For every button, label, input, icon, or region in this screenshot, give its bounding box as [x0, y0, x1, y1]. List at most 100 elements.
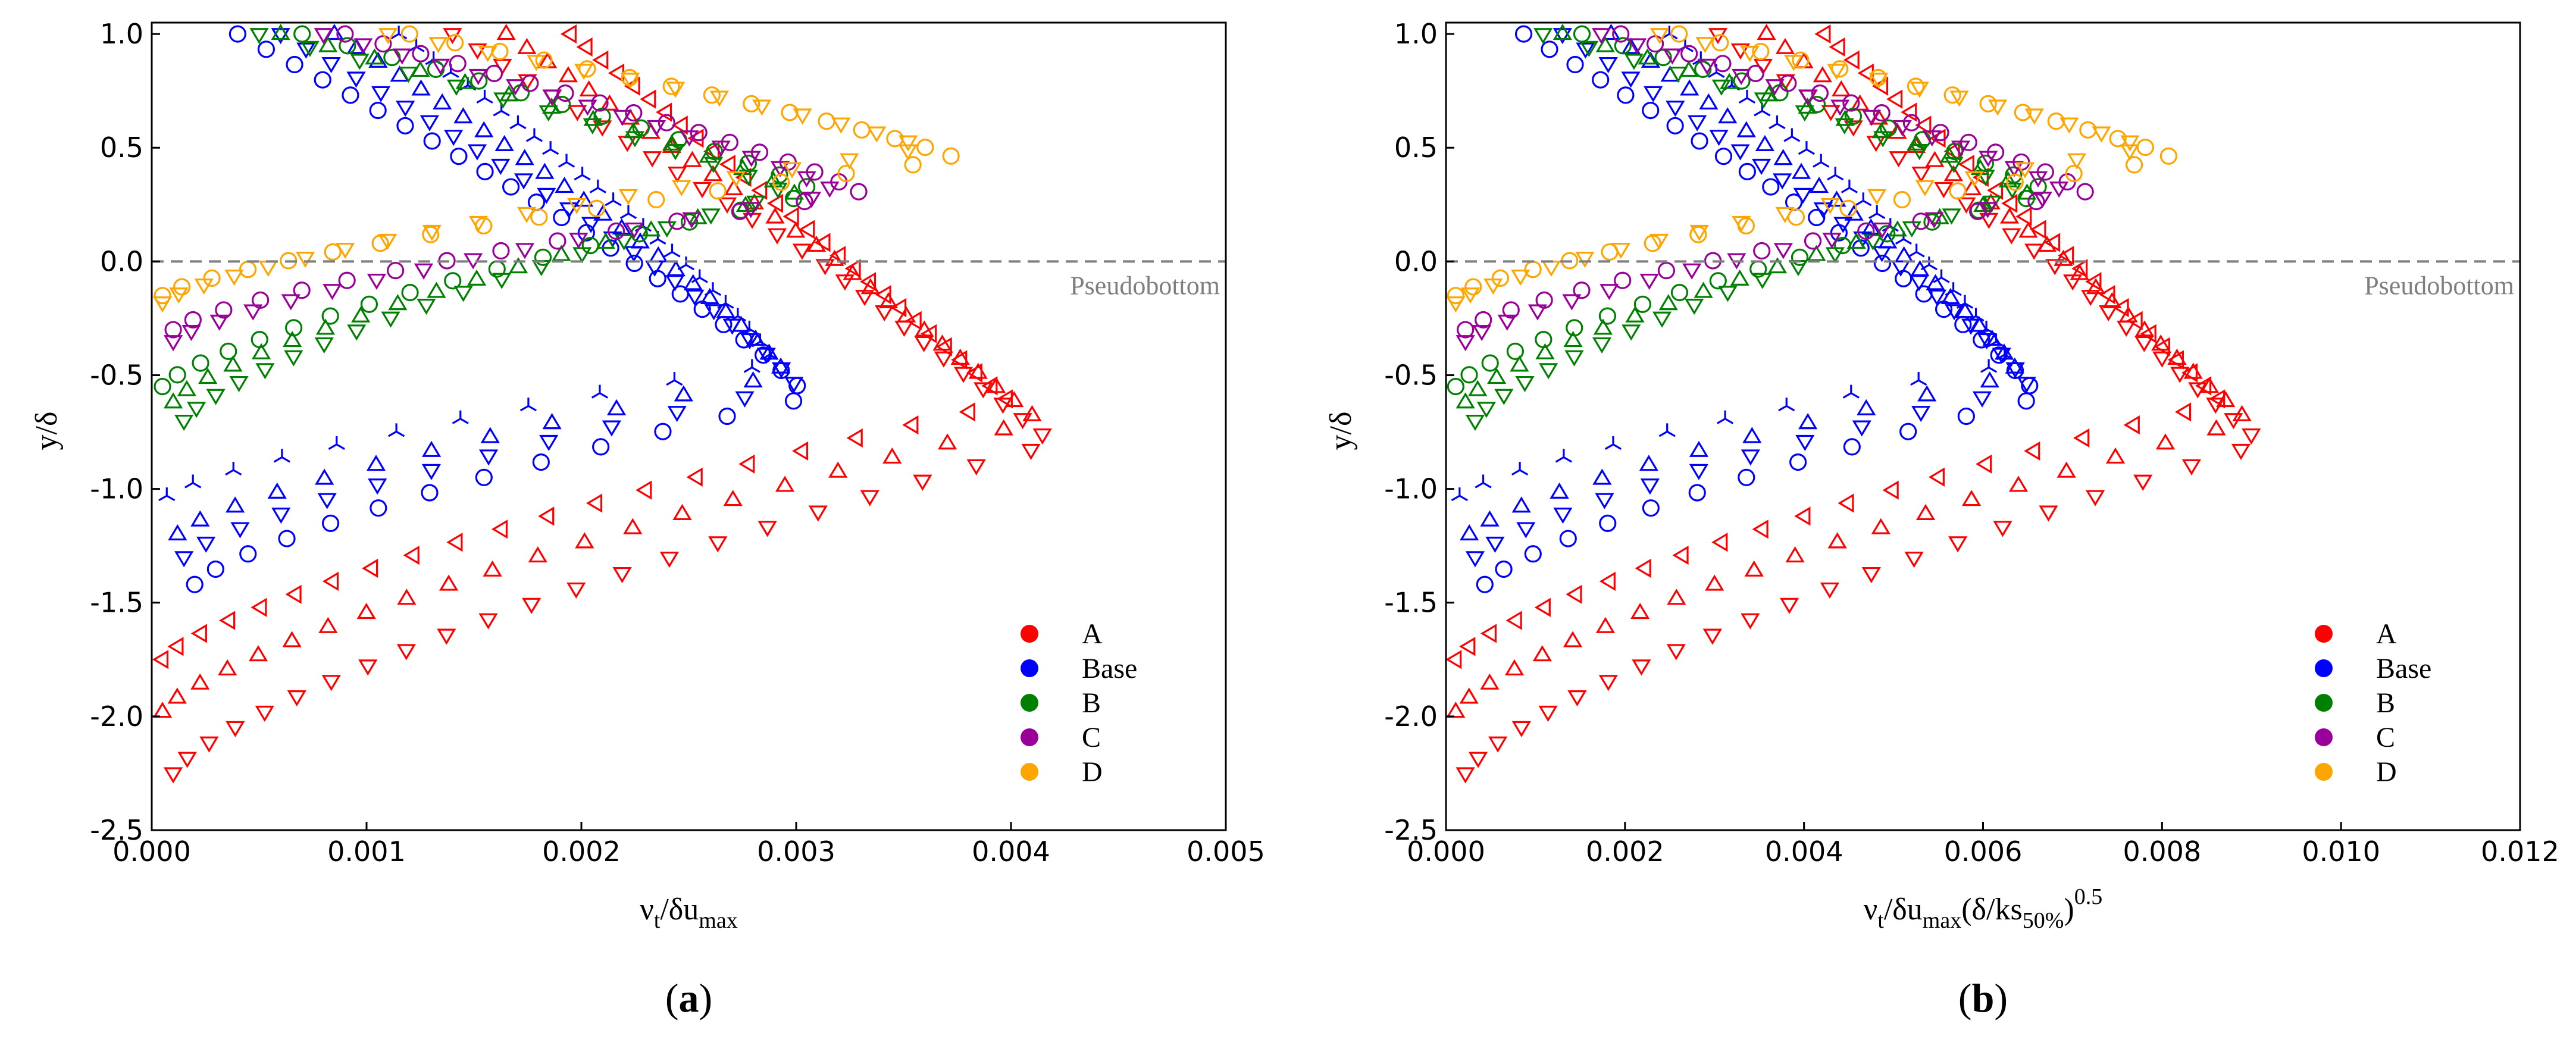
data-point-B-3-16: [701, 208, 721, 225]
data-point-D-2-7: [378, 233, 397, 251]
chart-b-pseudobottom-label: Pseudobottom: [2364, 271, 2514, 300]
data-point-Base-3-31: [396, 101, 415, 117]
data-point-Base-4-32: [1617, 86, 1635, 104]
data-point-A-2-24: [2183, 362, 2203, 379]
data-point-B-1-13: [1878, 225, 1896, 243]
data-point-B-2-10: [467, 269, 487, 286]
data-point-Base-4-31: [369, 101, 387, 120]
data-point-B-2-12: [1807, 245, 1826, 261]
data-point-Base-3-26: [1773, 173, 1792, 190]
data-point-Base-2-18: [683, 274, 703, 290]
data-point-A-3-22: [1032, 428, 1052, 445]
data-point-Base-1-7: [1778, 398, 1795, 412]
data-point-A-2-5: [1563, 631, 1583, 647]
series-Base-profile-4: [186, 25, 806, 593]
data-point-C-2-3: [1528, 304, 1547, 321]
data-point-D-1-5: [324, 243, 342, 261]
data-point-A-3-22: [2242, 428, 2261, 445]
data-point-D-2-11: [567, 198, 587, 214]
data-point-B-3-13: [1825, 247, 1845, 264]
x-tick-label: 0.010: [2302, 835, 2380, 868]
data-point-A-2-9: [1705, 574, 1724, 591]
data-point-Base-4-24: [1808, 208, 1826, 227]
data-point-C-1-27: [1714, 55, 1732, 73]
chart-a-axes: 0.000 0.001 0.002 0.003 0.004 0.005 1.0 0.5 0.0 -…: [90, 18, 1265, 868]
data-point-B-3-11: [492, 273, 512, 289]
data-point-D-2-18: [2120, 135, 2140, 152]
data-point-Base-3-5: [368, 478, 387, 495]
data-point-D-1-0: [154, 287, 171, 305]
data-point-A-3-17: [2039, 505, 2058, 522]
series-D-profile-1: [1447, 25, 2178, 305]
data-point-Base-4-4: [321, 514, 340, 532]
data-point-D-1-17: [2136, 139, 2154, 157]
data-point-A-2-24: [968, 362, 988, 379]
data-point-Base-4-7: [475, 468, 493, 486]
data-point-B-3-3: [1515, 375, 1535, 393]
data-point-A-3-3: [226, 721, 245, 737]
data-point-Base-1-9: [1910, 372, 1927, 386]
data-point-A-1-48: [560, 24, 577, 44]
data-point-A-3-8: [396, 644, 416, 661]
data-point-C-1-9: [1804, 232, 1822, 250]
data-point-A-2-10: [1744, 560, 1764, 577]
data-point-B-2-5: [1563, 331, 1583, 348]
data-point-B-1-4: [1535, 331, 1553, 349]
data-point-A-3-21: [1021, 443, 1041, 461]
data-point-D-2-8: [1689, 224, 1709, 242]
data-point-A-3-25: [2188, 382, 2208, 399]
data-point-Base-2-0: [168, 524, 187, 541]
data-point-C-2-19: [1951, 140, 1971, 157]
data-point-Base-1-3: [273, 449, 290, 463]
data-point-D-1-22: [1979, 95, 1997, 112]
data-point-Base-2-32: [1680, 79, 1699, 96]
data-point-A-1-16: [791, 441, 809, 461]
data-point-Base-2-7: [480, 427, 500, 443]
data-point-C-2-21: [1892, 120, 1912, 137]
data-point-B-2-28: [1638, 48, 1657, 65]
data-point-Base-1-24: [1841, 179, 1858, 193]
data-point-D-1-18: [886, 130, 904, 148]
data-point-A-3-20: [2181, 459, 2202, 475]
series-A-profile-2: [152, 23, 1042, 718]
y-tick-label: -0.5: [90, 359, 143, 391]
legend-label-D: D: [1082, 756, 1103, 788]
data-point-A-1-10: [1752, 520, 1769, 539]
legend-marker-D: [2315, 763, 2333, 781]
data-point-C-2-18: [1979, 151, 1998, 167]
data-point-Base-4-26: [502, 178, 520, 196]
data-point-A-3-18: [2085, 490, 2105, 506]
data-point-Base-2-25: [1809, 176, 1829, 193]
data-point-A-2-10: [483, 560, 502, 577]
data-point-A-3-29: [2117, 320, 2136, 337]
data-point-B-2-2: [1487, 367, 1507, 384]
data-point-A-1-2: [1480, 624, 1497, 643]
x-tick-label: 0.004: [1765, 835, 1843, 868]
data-point-A-2-11: [528, 546, 547, 563]
data-point-Base-4-28: [1714, 148, 1733, 165]
data-point-D-2-16: [840, 153, 859, 170]
data-point-C-2-3: [243, 304, 263, 321]
data-point-D-2-0: [1446, 296, 1466, 313]
data-point-B-3-22: [1873, 131, 1893, 148]
data-point-A-1-14: [1928, 467, 1945, 487]
data-point-D-2-22: [752, 99, 772, 116]
data-point-Base-3-21: [1872, 246, 1892, 262]
data-point-A-1-11: [1794, 506, 1811, 526]
data-point-Base-2-17: [700, 287, 719, 304]
data-point-B-3-9: [1685, 298, 1704, 315]
data-point-C-1-29: [374, 35, 392, 53]
data-point-Base-1-5: [387, 423, 405, 437]
data-point-Base-4-31: [1642, 101, 1660, 120]
data-point-B-3-10: [1718, 286, 1738, 302]
data-point-Base-1-19: [1908, 243, 1925, 258]
data-point-B-1-2: [192, 354, 209, 372]
data-point-D-1-23: [1943, 86, 1961, 104]
y-tick-label: 1.0: [1394, 18, 1438, 50]
data-point-Base-4-32: [342, 86, 359, 104]
data-point-A-3-9: [1702, 628, 1722, 645]
data-point-Base-2-33: [1660, 65, 1680, 82]
data-point-Base-3-18: [1927, 289, 1947, 306]
data-point-A-1-3: [1505, 611, 1522, 630]
data-point-Base-1-5: [1658, 423, 1676, 437]
